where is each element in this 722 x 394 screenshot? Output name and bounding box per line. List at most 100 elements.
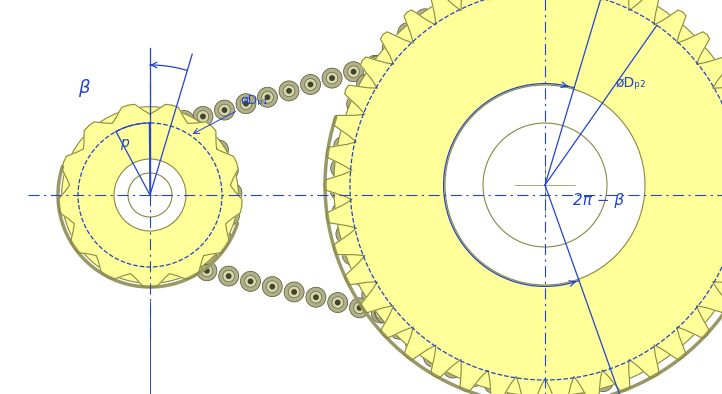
Circle shape <box>339 115 359 135</box>
Circle shape <box>463 367 483 387</box>
Polygon shape <box>58 104 242 288</box>
Circle shape <box>397 312 409 324</box>
Circle shape <box>183 263 187 268</box>
Circle shape <box>244 102 248 106</box>
Circle shape <box>240 271 261 291</box>
Circle shape <box>415 9 435 29</box>
Circle shape <box>357 306 362 310</box>
Circle shape <box>222 183 242 203</box>
Circle shape <box>406 30 410 35</box>
Circle shape <box>567 6 571 10</box>
Circle shape <box>477 28 489 39</box>
Circle shape <box>270 284 274 289</box>
Circle shape <box>402 27 414 39</box>
Circle shape <box>288 286 300 298</box>
Circle shape <box>434 40 445 52</box>
Circle shape <box>510 343 514 347</box>
Circle shape <box>410 338 422 350</box>
Circle shape <box>338 188 342 192</box>
Circle shape <box>332 202 352 222</box>
Circle shape <box>528 380 548 394</box>
Circle shape <box>330 180 350 200</box>
Circle shape <box>351 266 371 285</box>
Text: 2π − β: 2π − β <box>573 193 624 208</box>
Circle shape <box>419 13 431 24</box>
Circle shape <box>197 261 217 281</box>
Circle shape <box>458 0 469 3</box>
Circle shape <box>473 23 492 43</box>
Circle shape <box>262 277 282 297</box>
Circle shape <box>352 69 356 74</box>
Circle shape <box>305 79 316 90</box>
Circle shape <box>510 382 521 394</box>
Circle shape <box>219 266 239 286</box>
Circle shape <box>572 355 583 366</box>
Circle shape <box>597 364 601 368</box>
Circle shape <box>456 34 467 46</box>
Circle shape <box>441 323 453 335</box>
Circle shape <box>394 57 399 61</box>
Circle shape <box>258 87 277 107</box>
Circle shape <box>593 372 613 392</box>
Circle shape <box>334 0 722 394</box>
Circle shape <box>371 303 391 323</box>
Circle shape <box>344 232 348 236</box>
Circle shape <box>467 371 479 383</box>
Circle shape <box>484 374 504 394</box>
Circle shape <box>336 224 356 244</box>
Circle shape <box>322 68 342 88</box>
Circle shape <box>383 310 387 315</box>
Circle shape <box>227 214 232 218</box>
Circle shape <box>382 38 402 58</box>
Circle shape <box>261 91 274 103</box>
Circle shape <box>287 89 291 93</box>
Circle shape <box>601 379 606 384</box>
Circle shape <box>348 66 360 78</box>
Circle shape <box>245 275 256 287</box>
Circle shape <box>546 346 566 366</box>
Circle shape <box>554 353 558 358</box>
Circle shape <box>201 130 206 135</box>
Circle shape <box>330 76 334 80</box>
Circle shape <box>379 307 391 318</box>
Circle shape <box>516 11 536 31</box>
Circle shape <box>336 206 347 218</box>
Circle shape <box>174 110 194 130</box>
Circle shape <box>505 378 526 394</box>
Circle shape <box>193 106 213 126</box>
Circle shape <box>524 340 544 360</box>
Circle shape <box>532 348 536 352</box>
Circle shape <box>445 327 449 331</box>
Circle shape <box>196 244 217 264</box>
Circle shape <box>204 252 209 256</box>
Circle shape <box>427 351 440 363</box>
Circle shape <box>523 19 528 23</box>
Circle shape <box>347 94 367 114</box>
Circle shape <box>557 387 562 392</box>
Circle shape <box>179 121 183 125</box>
Circle shape <box>375 307 387 319</box>
Circle shape <box>423 17 427 21</box>
Circle shape <box>398 23 418 43</box>
Circle shape <box>389 319 409 339</box>
Circle shape <box>349 298 370 318</box>
Circle shape <box>483 123 607 247</box>
Circle shape <box>204 269 209 273</box>
Text: p: p <box>120 136 129 150</box>
Circle shape <box>431 355 436 359</box>
Circle shape <box>498 21 510 33</box>
Circle shape <box>328 292 348 312</box>
Circle shape <box>179 260 191 271</box>
Circle shape <box>355 102 359 106</box>
Circle shape <box>576 381 588 392</box>
Circle shape <box>393 323 405 335</box>
Circle shape <box>359 273 363 278</box>
Text: øDₚ₂: øDₚ₂ <box>616 76 646 90</box>
Circle shape <box>354 302 365 314</box>
Circle shape <box>351 98 362 110</box>
Circle shape <box>463 329 474 340</box>
Circle shape <box>484 334 496 346</box>
Circle shape <box>334 184 346 196</box>
Circle shape <box>223 270 235 282</box>
Circle shape <box>412 47 424 58</box>
